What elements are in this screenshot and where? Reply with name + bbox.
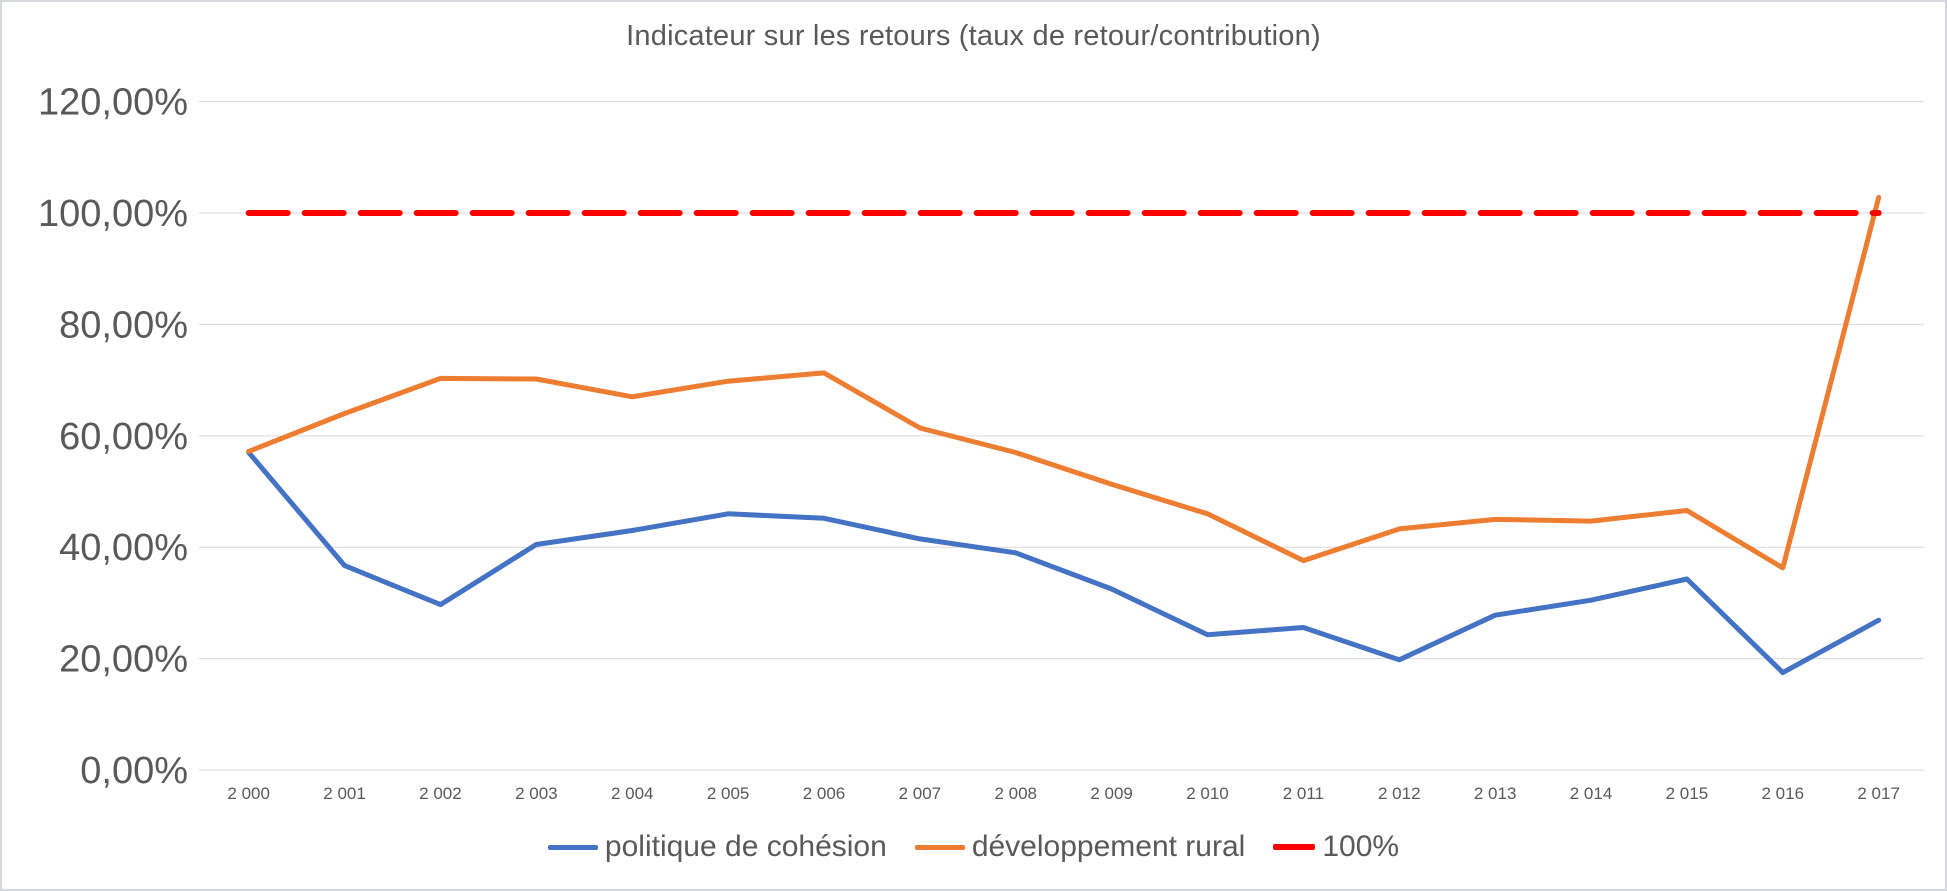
y-axis-tick-label: 100,00% [38, 193, 188, 235]
x-axis-tick-label: 2 002 [419, 784, 462, 803]
x-axis-tick-label: 2 016 [1762, 784, 1805, 803]
legend-item-politique-de-cohesion: politique de cohésion [547, 830, 887, 864]
gridlines [199, 101, 1924, 771]
legend-label-developpement-rural: développement rural [971, 830, 1246, 863]
legend-swatch-developpement-rural-icon [914, 844, 965, 850]
legend: politique de cohésion développement rura… [2, 830, 1945, 864]
legend-swatch-100-percent-icon [1273, 844, 1316, 850]
series-line-developpement-rural [246, 194, 1882, 571]
chart-title: Indicateur sur les retours (taux de reto… [626, 20, 1321, 52]
x-axis-tick-label: 2 007 [899, 784, 942, 803]
x-axis-tick-label: 2 012 [1378, 784, 1421, 803]
x-axis-tick-label: 2 008 [994, 784, 1037, 803]
x-axis-tick-label: 2 011 [1283, 784, 1324, 803]
x-axis-tick-label: 2 003 [515, 784, 558, 803]
x-axis-tick-label: 2 000 [227, 784, 270, 803]
legend-swatch-politique-de-cohesion-icon [547, 844, 598, 850]
y-axis-tick-label: 80,00% [59, 304, 188, 346]
series-lines [245, 194, 1882, 676]
x-axis-tick-label: 2 009 [1090, 784, 1133, 803]
x-axis-tick-label: 2 001 [323, 784, 366, 803]
x-axis-tick-label: 2 010 [1186, 784, 1229, 803]
y-axis-tick-label: 20,00% [59, 639, 188, 681]
legend-item-100-percent: 100% [1273, 830, 1399, 864]
legend-label-politique-de-cohesion: politique de cohésion [604, 830, 887, 863]
x-axis-labels: 2 000 2 001 2 002 2 003 2 004 2 005 2 006 2 007… [227, 784, 1900, 803]
y-axis-tick-label: 0,00% [80, 750, 188, 792]
x-axis-tick-label: 2 004 [611, 784, 654, 803]
x-axis-tick-label: 2 013 [1474, 784, 1517, 803]
y-axis-labels: 0,00% 20,00% 40,00% 60,00% 80,00% 100,00% 120,… [38, 82, 188, 793]
x-axis-tick-label: 2 014 [1570, 784, 1613, 803]
legend-item-developpement-rural: développement rural [914, 830, 1246, 864]
x-axis-tick-label: 2 015 [1666, 784, 1709, 803]
y-axis-tick-label: 60,00% [59, 416, 188, 458]
legend-label-100-percent: 100% [1322, 830, 1400, 863]
x-axis-tick-label: 2 006 [803, 784, 846, 803]
x-axis-tick-label: 2 005 [707, 784, 750, 803]
series-line-politique-de-cohesion [246, 450, 1882, 676]
x-axis-tick-label: 2 017 [1857, 784, 1900, 803]
y-axis-tick-label: 120,00% [38, 82, 188, 124]
y-axis-tick-label: 40,00% [59, 527, 188, 569]
